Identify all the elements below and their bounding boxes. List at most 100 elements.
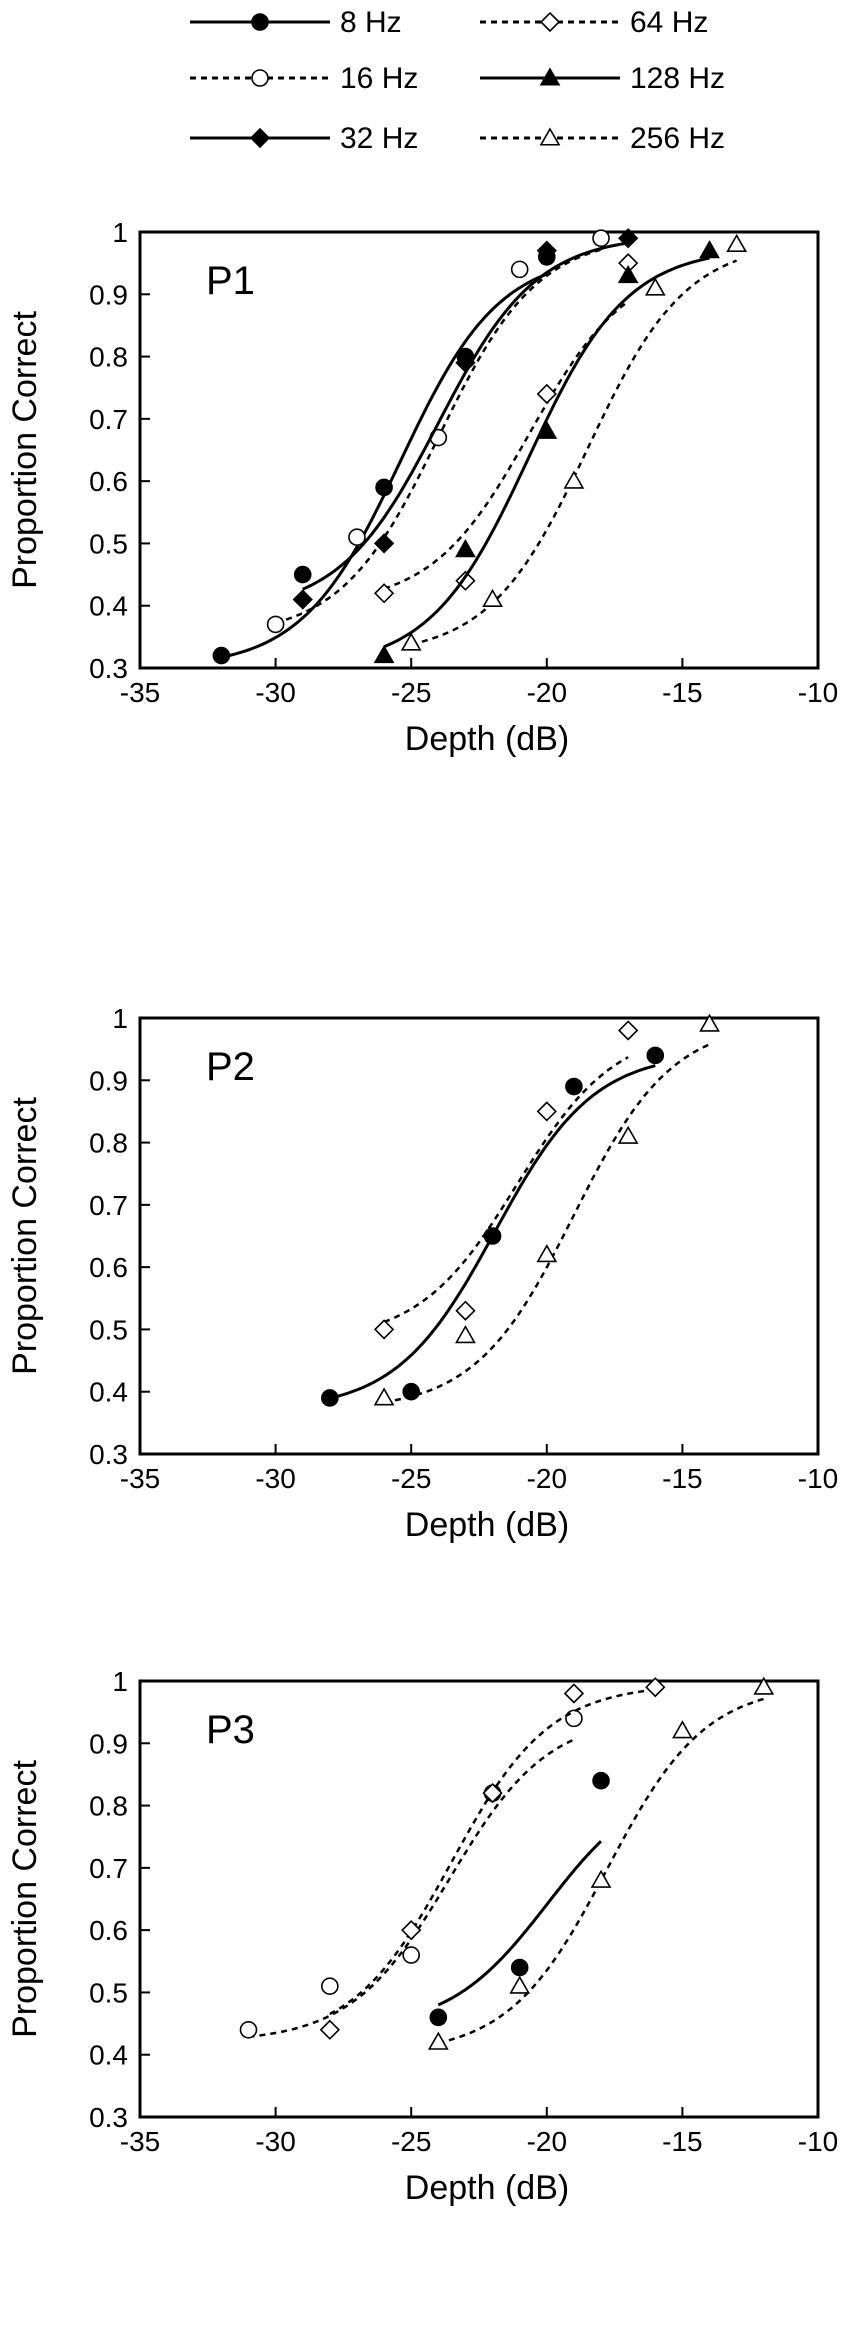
data-point <box>536 420 558 439</box>
data-point <box>483 1227 502 1245</box>
x-axis-label: Depth (dB) <box>405 1506 569 1544</box>
data-point <box>266 615 285 634</box>
x-tick-label: -25 <box>391 1463 431 1494</box>
legend-item-16-hz: 16 Hz <box>190 62 418 95</box>
data-point <box>239 2021 258 2039</box>
data-point <box>753 1676 775 1695</box>
legend-item-64-hz: 64 Hz <box>480 6 708 39</box>
y-tick-label: 0.9 <box>89 1728 128 1759</box>
x-tick-label: -15 <box>662 677 702 708</box>
data-point <box>293 565 312 584</box>
y-tick-label: 0.9 <box>89 279 128 310</box>
x-tick-label: -15 <box>662 2126 702 2157</box>
y-tick-label: 0.8 <box>89 1128 128 1159</box>
data-point <box>618 1020 639 1041</box>
data-point <box>455 352 476 373</box>
legend-marker-triangle <box>539 127 561 146</box>
fit-curve <box>383 256 710 649</box>
series-256-hz <box>400 233 748 651</box>
x-tick-label: -30 <box>255 677 295 708</box>
fit-curve <box>437 1840 603 2007</box>
data-point <box>536 383 557 405</box>
x-tick-label: -20 <box>527 1463 567 1494</box>
y-tick-label: 0.5 <box>89 528 128 559</box>
y-tick-label: 0.6 <box>89 1915 128 1946</box>
legend-item-128-hz: 128 Hz <box>480 62 725 95</box>
data-point <box>699 240 720 259</box>
y-axis-label: Proportion Correct <box>6 1760 44 2038</box>
panel-p3: 0.3 0.4 0.5 0.6 0.7 0.8 0.9 1 -35 -30 -25 -20 -15 -10… <box>6 1666 838 2207</box>
data-point <box>429 2008 448 2027</box>
x-axis-label: Depth (dB) <box>405 2169 569 2207</box>
fit-curve <box>438 1697 765 2045</box>
series-256-hz <box>373 1013 720 1406</box>
legend-item-256-hz: 256 Hz <box>480 122 725 155</box>
legend-label: 64 Hz <box>630 6 708 39</box>
y-tick-label: 0.7 <box>89 1853 128 1884</box>
legend-marker-circle <box>251 13 269 31</box>
fit-curve <box>383 1043 711 1404</box>
y-tick-label: 0.6 <box>89 466 128 497</box>
legend-item-32-hz: 32 Hz <box>190 122 418 155</box>
plot-frame <box>138 1016 820 1456</box>
x-axis-label: Depth (dB) <box>405 720 569 758</box>
fit-curve <box>248 1738 575 2039</box>
y-tick-label: 0.4 <box>89 591 128 622</box>
data-point <box>618 228 639 249</box>
series-16-hz <box>266 229 610 634</box>
series-64-hz <box>373 1020 639 1340</box>
series-16-hz <box>239 1709 583 2039</box>
legend-label: 32 Hz <box>340 122 418 155</box>
y-tick-label: 0.7 <box>89 1190 128 1221</box>
legend-marker-triangle <box>539 67 561 86</box>
data-point <box>402 1382 421 1401</box>
plot-frame <box>138 1679 820 2119</box>
data-point <box>536 1244 558 1263</box>
data-point <box>321 1389 339 1407</box>
data-point <box>617 1125 639 1144</box>
y-tick-label: 0.3 <box>89 653 128 684</box>
series-128-hz <box>373 240 720 664</box>
panel-label: P1 <box>206 259 255 303</box>
data-point <box>321 1977 339 1995</box>
x-tick-label: -15 <box>662 1463 702 1494</box>
y-axis-label: Proportion Correct <box>6 311 44 589</box>
x-tick-label: -20 <box>527 677 567 708</box>
data-point <box>455 1300 476 1321</box>
y-tick-label: 0.7 <box>89 404 128 435</box>
data-point <box>510 260 529 279</box>
x-tick-label: -10 <box>798 677 838 708</box>
data-point <box>699 1013 720 1032</box>
y-tick-label: 0.5 <box>89 1314 128 1345</box>
data-point <box>402 1946 421 1964</box>
panel-p2: 0.3 0.4 0.5 0.6 0.7 0.8 0.9 1 -35 -30 -25 -20 -15 -10… <box>6 1003 838 1544</box>
panel-label: P2 <box>206 1045 255 1089</box>
plot-frame <box>138 230 820 670</box>
data-point <box>373 1319 395 1340</box>
data-point <box>212 646 231 665</box>
data-point <box>646 1046 665 1065</box>
legend-label: 8 Hz <box>340 6 402 39</box>
data-point <box>509 1975 531 1994</box>
legend-label: 16 Hz <box>340 62 418 95</box>
y-tick-label: 0.9 <box>89 1065 128 1096</box>
data-point <box>375 478 393 497</box>
x-tick-label: -30 <box>255 1463 295 1494</box>
data-point <box>373 533 395 554</box>
data-point <box>373 644 395 664</box>
data-point <box>427 2031 449 2050</box>
data-point <box>590 1869 612 1888</box>
data-point <box>292 589 313 610</box>
data-point <box>401 1920 422 1941</box>
data-point <box>482 588 503 608</box>
data-point <box>644 277 666 296</box>
x-tick-label: -25 <box>391 2126 431 2157</box>
legend: 8 Hz 64 Hz 16 Hz 128 Hz 32 Hz 256 Hz <box>190 6 725 155</box>
y-tick-label: 0.6 <box>89 1252 128 1283</box>
y-tick-label: 0.8 <box>89 1791 128 1822</box>
legend-label: 128 Hz <box>630 62 725 95</box>
data-point <box>672 1720 693 1739</box>
data-point <box>536 240 557 261</box>
y-tick-label: 1 <box>112 1003 128 1034</box>
